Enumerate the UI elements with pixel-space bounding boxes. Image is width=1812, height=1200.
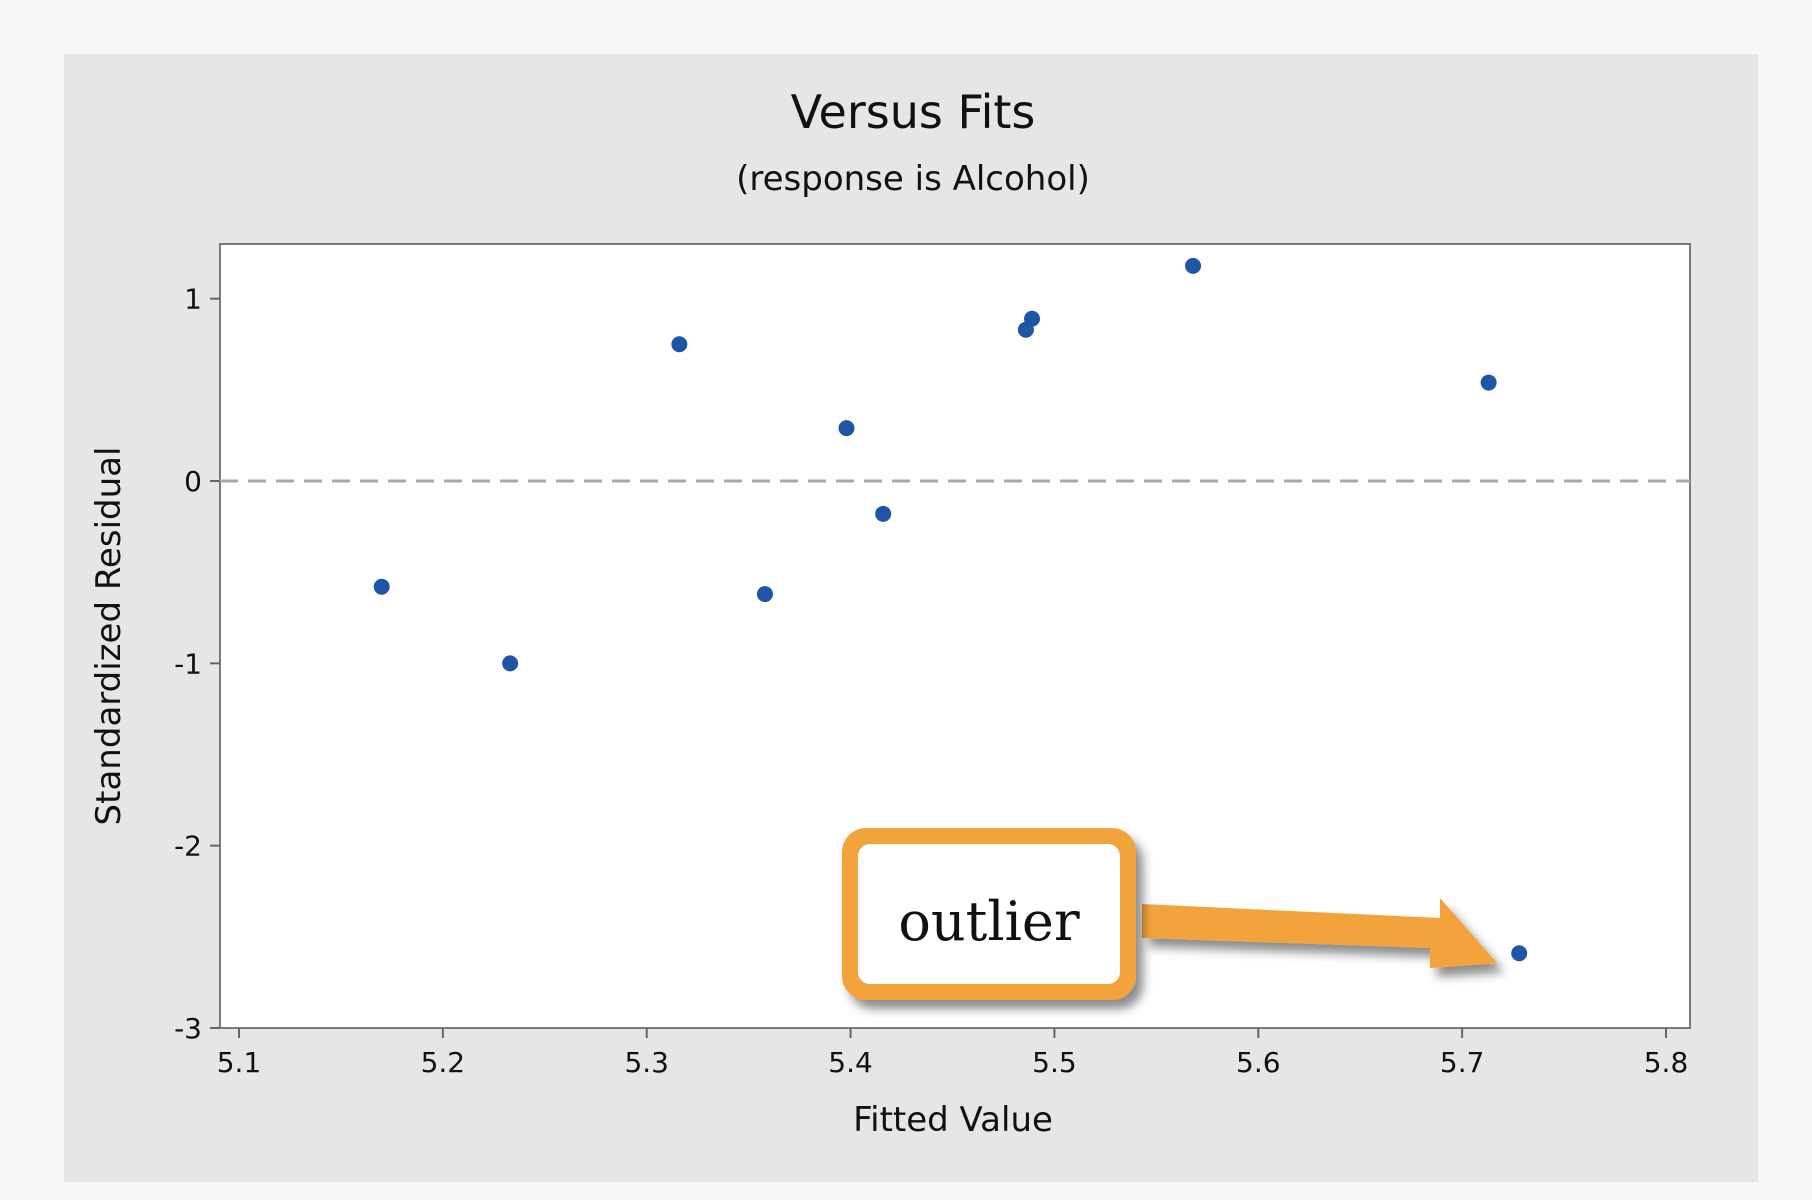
chart-title: Versus Fits bbox=[791, 85, 1036, 139]
y-tick-label: 1 bbox=[184, 283, 202, 316]
x-axis: 5.1 5.2 5.3 5.4 5.5 5.6 5.7 5.8 bbox=[217, 1028, 1689, 1079]
y-tick-label: -2 bbox=[174, 830, 202, 863]
points-layer bbox=[373, 257, 1528, 962]
x-tick-label: 5.2 bbox=[421, 1046, 466, 1079]
data-point bbox=[1480, 374, 1497, 391]
outlier-label: outlier bbox=[898, 890, 1079, 953]
x-tick-label: 5.1 bbox=[217, 1046, 262, 1079]
chart-subtitle: (response is Alcohol) bbox=[736, 159, 1090, 199]
y-tick-label: -1 bbox=[174, 647, 202, 680]
x-tick-label: 5.3 bbox=[624, 1046, 669, 1079]
data-point bbox=[756, 586, 773, 603]
versus-fits-chart: Versus Fits (response is Alcohol) 5.1 5.2… bbox=[89, 85, 1691, 1140]
x-tick-label: 5.7 bbox=[1440, 1046, 1485, 1079]
y-axis: 1 0 -1 -2 -3 bbox=[174, 283, 220, 1045]
outlier-callout-inner bbox=[858, 844, 1120, 984]
x-tick-label: 5.6 bbox=[1236, 1046, 1281, 1079]
outlier-data-point bbox=[1511, 945, 1528, 962]
x-tick-label: 5.4 bbox=[828, 1046, 873, 1079]
y-axis-label: Standardized Residual bbox=[89, 447, 129, 826]
y-tick-label: 0 bbox=[184, 465, 202, 498]
data-point bbox=[1024, 310, 1041, 327]
data-point bbox=[671, 336, 688, 353]
x-axis-label: Fitted Value bbox=[853, 1100, 1053, 1140]
data-point bbox=[875, 505, 892, 522]
data-point bbox=[1185, 257, 1202, 274]
x-tick-label: 5.8 bbox=[1644, 1046, 1689, 1079]
chart-panel: Versus Fits (response is Alcohol) 5.1 5.2… bbox=[64, 54, 1758, 1182]
data-point bbox=[838, 420, 855, 437]
outlier-arrow bbox=[1142, 898, 1498, 968]
data-point bbox=[373, 578, 390, 595]
y-tick-label: -3 bbox=[174, 1012, 202, 1045]
annotation-layer: outlier bbox=[842, 828, 1498, 1000]
x-tick-label: 5.5 bbox=[1032, 1046, 1077, 1079]
data-point bbox=[502, 655, 519, 672]
